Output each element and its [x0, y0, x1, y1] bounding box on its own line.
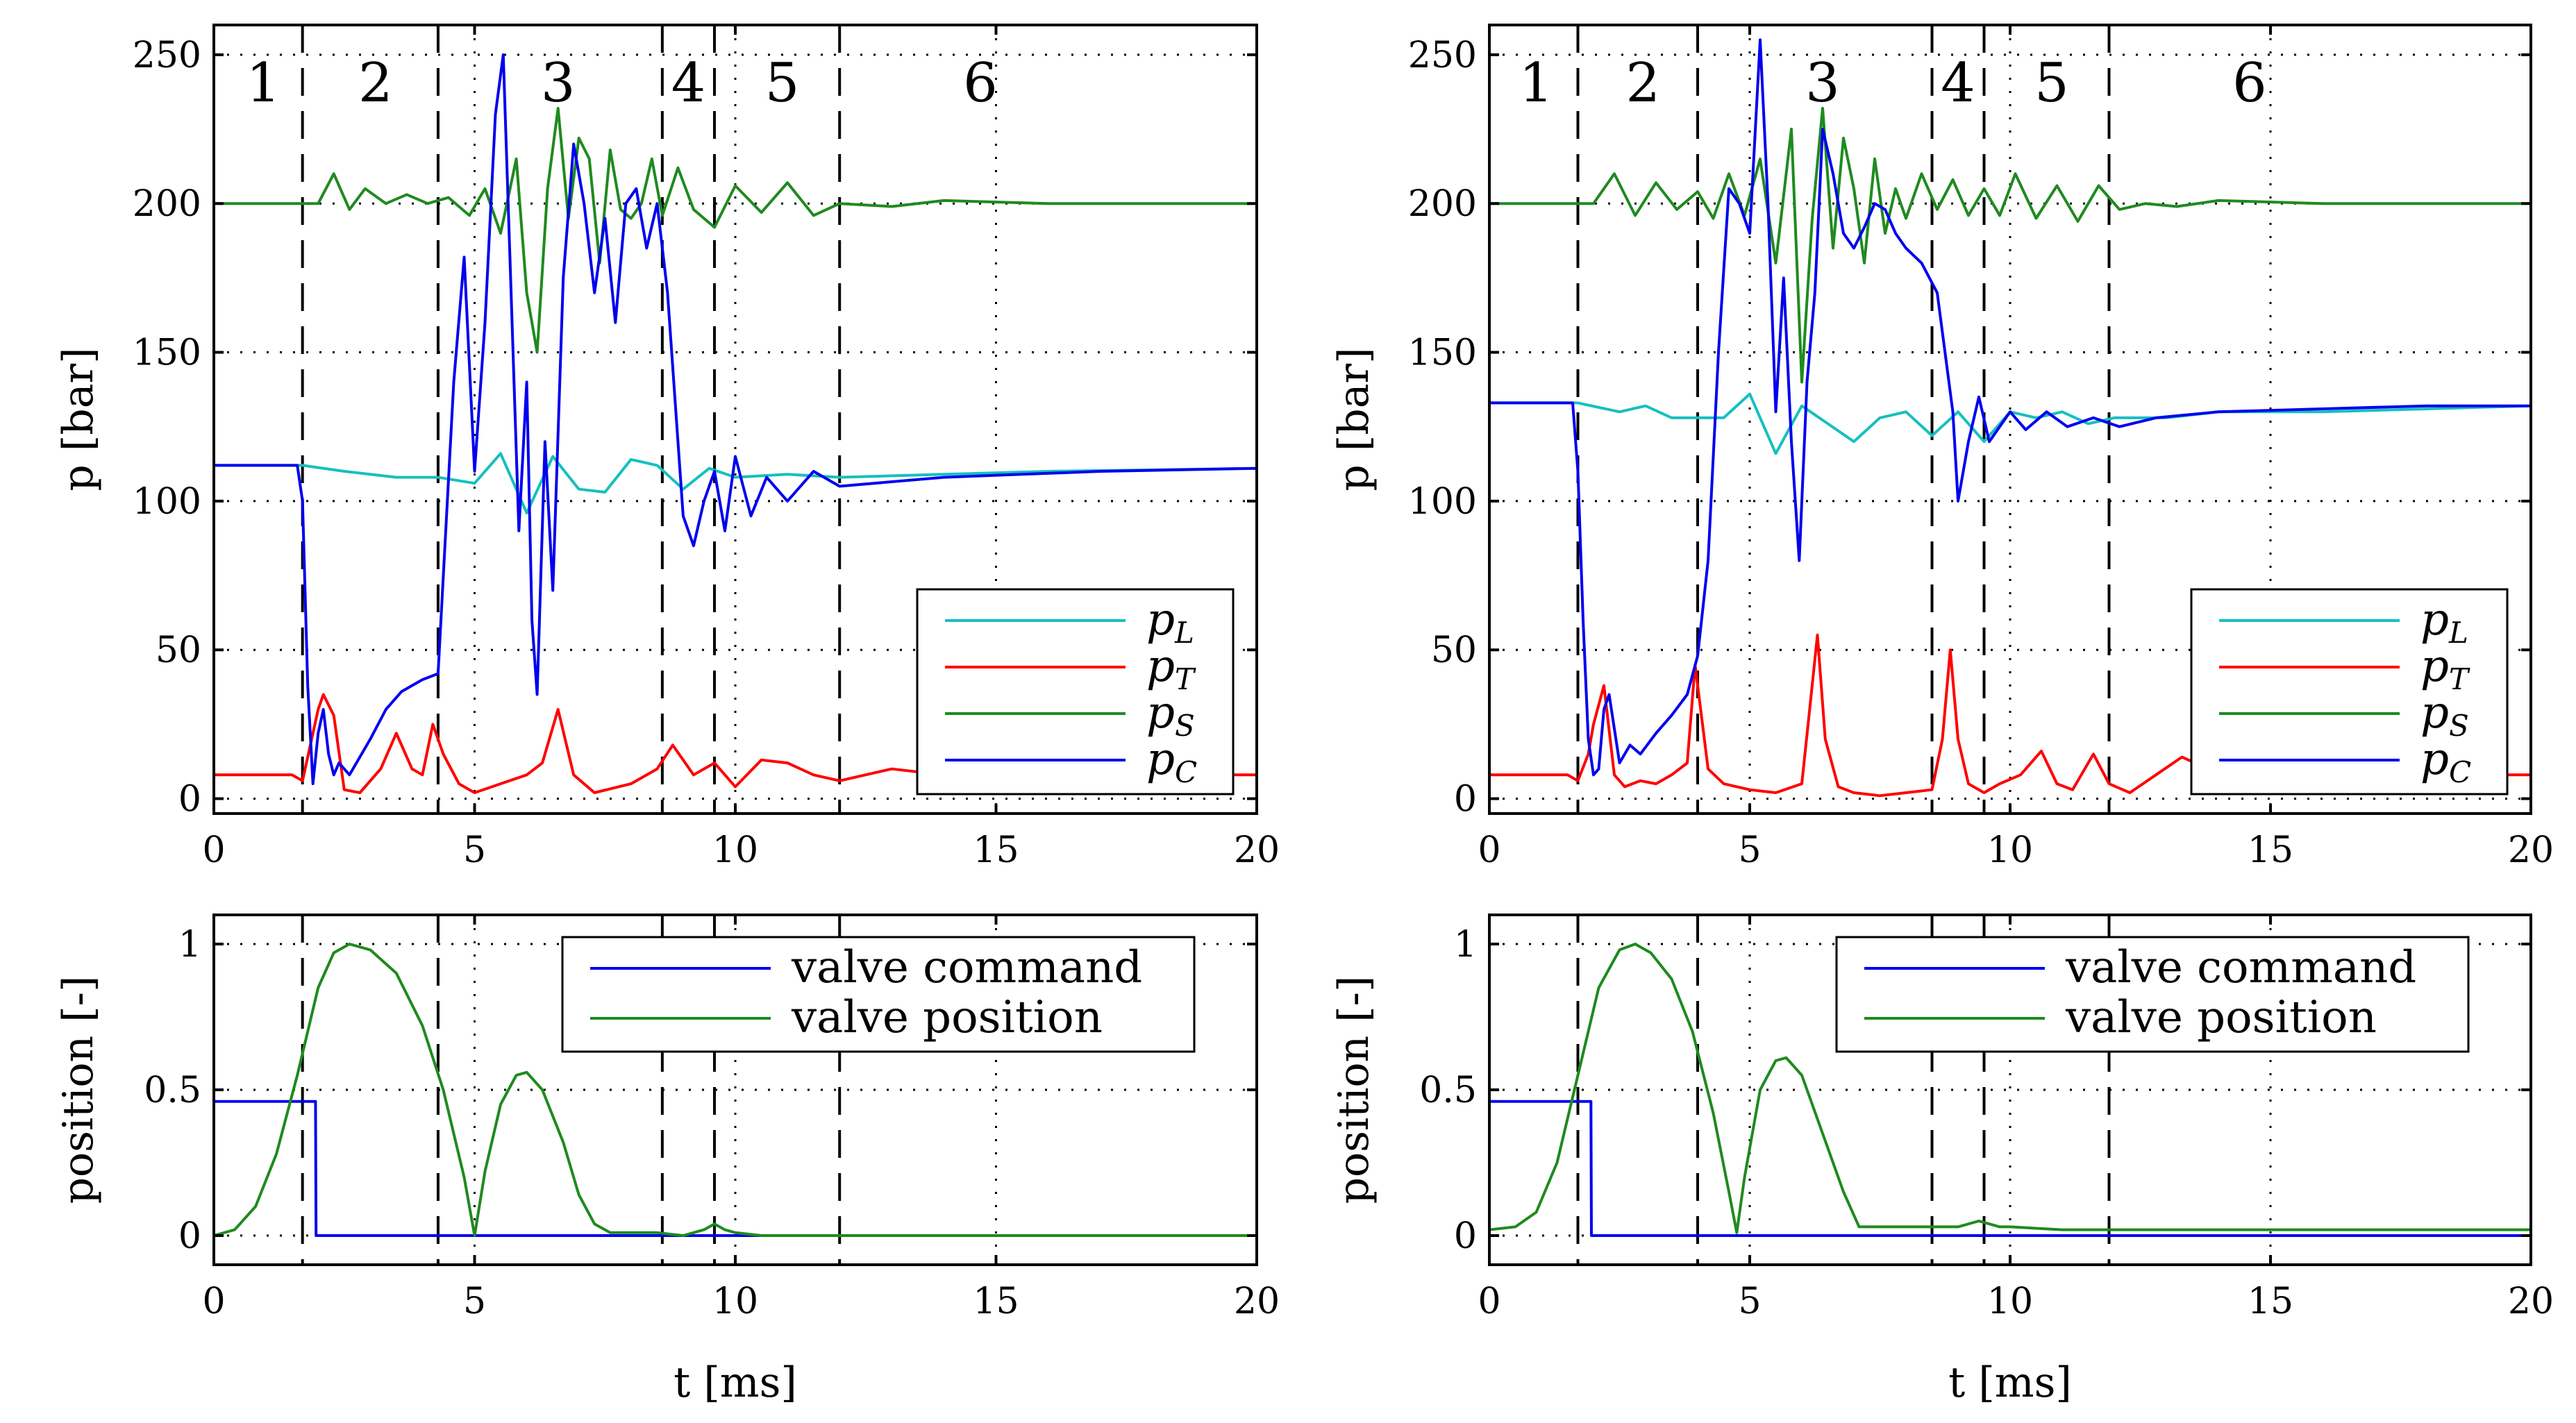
x-tick-label: 10	[712, 1281, 758, 1322]
x-tick-label: 10	[1987, 1281, 2033, 1322]
phase-label: 5	[2034, 52, 2069, 115]
y-tick-label: 50	[1431, 630, 1477, 671]
y-tick-label: 250	[133, 35, 201, 76]
y-tick-label: 0	[178, 1215, 201, 1257]
legend-box	[1835, 936, 2470, 1053]
y-tick-label: 200	[133, 183, 201, 225]
y-tick-label: 0	[1454, 1215, 1477, 1257]
x-tick-label: 20	[1234, 830, 1280, 871]
y-tick-label: 200	[1408, 183, 1477, 225]
x-tick-label: 0	[1478, 1281, 1500, 1322]
y-axis-label: position [-]	[54, 976, 103, 1204]
x-tick-label: 15	[2248, 1281, 2293, 1322]
x-tick-label: 20	[1234, 1281, 1280, 1322]
x-tick-label: 5	[1738, 830, 1761, 871]
x-tick-label: 15	[973, 1281, 1019, 1322]
phase-label: 4	[1941, 52, 1975, 115]
series-line-1	[1489, 633, 2531, 798]
legend-label: valve command	[2065, 942, 2416, 993]
phase-label: 6	[963, 52, 998, 115]
y-axis-label: p [bar]	[54, 347, 103, 491]
y-tick-label: 0	[1454, 779, 1477, 820]
series-line-3	[1489, 38, 2531, 777]
series-line-0	[214, 1100, 1257, 1237]
series-line-2	[1489, 107, 2531, 384]
chart-bottom-left: 0 5 10 15 20 0 0.5 1 position [-] t [ms] valve com…	[54, 913, 1280, 1407]
y-tick-label: 0	[178, 779, 201, 820]
phase-label: 2	[358, 52, 393, 115]
y-tick-label: 150	[133, 332, 201, 374]
legend-label: valve command	[791, 942, 1142, 993]
y-axis-label: p [bar]	[1330, 347, 1378, 491]
y-tick-label: 0.5	[1419, 1070, 1477, 1111]
legend-label: pT	[2420, 641, 2470, 696]
phase-label: 6	[2232, 52, 2267, 115]
phase-label: 1	[246, 52, 281, 115]
x-tick-label: 5	[1738, 1281, 1761, 1322]
legend-label: valve position	[791, 992, 1103, 1043]
x-tick-label: 20	[2508, 830, 2554, 871]
series-line-3	[214, 53, 1257, 786]
x-tick-label: 5	[463, 830, 486, 871]
y-tick-label: 0.5	[144, 1070, 201, 1111]
y-tick-label: 250	[1408, 35, 1477, 76]
x-axis-label: t [ms]	[674, 1358, 797, 1407]
chart-bottom-right: 0 5 10 15 20 0 0.5 1 position [-] t [ms] valve com…	[1330, 913, 2554, 1407]
y-tick-label: 1	[1454, 924, 1477, 966]
series-line-1	[1489, 943, 2531, 1234]
x-tick-label: 15	[2248, 830, 2293, 871]
phase-label: 5	[765, 52, 800, 115]
x-tick-label: 20	[2508, 1281, 2554, 1322]
legend-box	[561, 936, 1196, 1053]
y-tick-label: 100	[1408, 481, 1477, 523]
y-tick-label: 100	[133, 481, 201, 523]
x-tick-label: 10	[1987, 830, 2033, 871]
phase-label: 4	[671, 52, 706, 115]
x-tick-label: 5	[463, 1281, 486, 1322]
y-axis-label: position [-]	[1330, 976, 1378, 1204]
phase-label: 1	[1519, 52, 1554, 115]
y-tick-label: 50	[156, 630, 201, 671]
series-line-2	[214, 107, 1257, 354]
series-line-0	[1489, 1100, 2531, 1237]
phase-label: 2	[1625, 52, 1660, 115]
series-line-1	[214, 693, 1257, 794]
y-tick-label: 1	[178, 924, 201, 966]
y-tick-label: 150	[1408, 332, 1477, 374]
legend-label: pC	[1146, 734, 1197, 789]
series-line-1	[213, 943, 1257, 1237]
legend-label: valve position	[2065, 992, 2377, 1043]
phase-label: 3	[1805, 52, 1840, 115]
x-tick-label: 10	[712, 830, 758, 871]
x-tick-label: 15	[973, 830, 1019, 871]
x-axis-label: t [ms]	[1948, 1358, 2072, 1407]
phase-label: 3	[541, 52, 576, 115]
x-tick-label: 0	[1478, 830, 1500, 871]
x-tick-label: 0	[202, 830, 225, 871]
series-line-0	[1489, 392, 2532, 455]
x-tick-label: 0	[202, 1281, 225, 1322]
